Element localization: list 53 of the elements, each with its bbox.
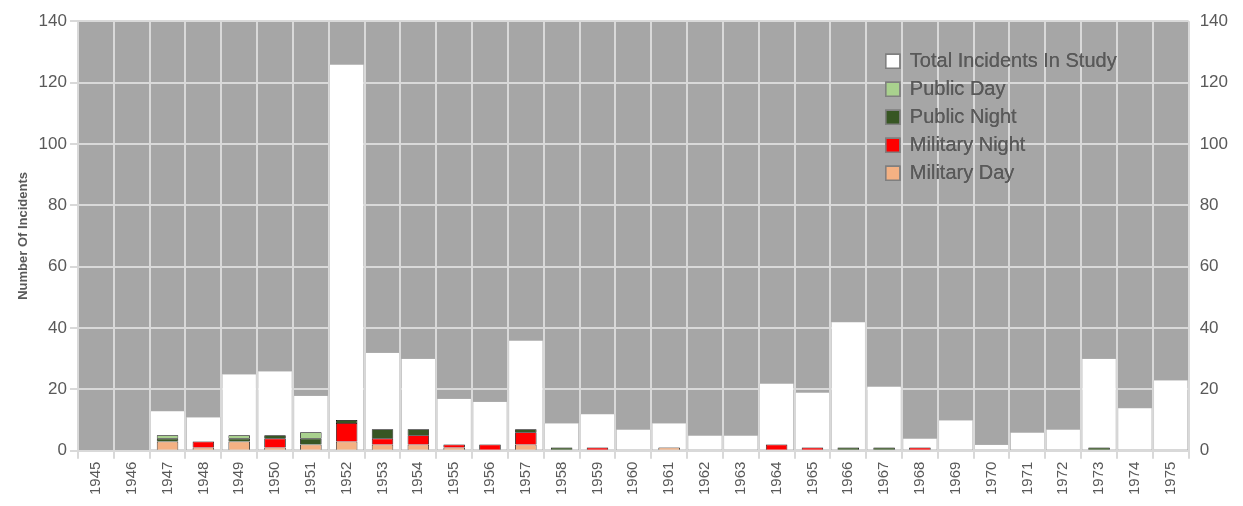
x-tick-label: 1960 — [623, 461, 641, 496]
x-tick-label: 1959 — [587, 461, 605, 496]
y-tick-label: 80 — [48, 194, 67, 214]
y2-tick-label: 40 — [1199, 317, 1219, 337]
x-tick-label: 1954 — [408, 461, 426, 496]
x-tick-label: 1974 — [1125, 461, 1143, 496]
x-tick-label: 1950 — [265, 461, 283, 496]
x-tick-label: 1966 — [838, 461, 856, 496]
x-tick-label: 1949 — [229, 461, 247, 496]
legend-label: Public Day — [909, 76, 1006, 99]
legend-label: Public Night — [909, 104, 1018, 127]
x-tick-label: 1971 — [1017, 461, 1035, 496]
legend-label: Military Day — [909, 160, 1015, 183]
y2-tick-label: 60 — [1199, 256, 1219, 276]
y2-tick-label: 100 — [1199, 133, 1229, 153]
x-tick-label: 1947 — [157, 461, 175, 496]
y2-tick-label: 120 — [1199, 72, 1229, 92]
y-tick-label: 20 — [48, 378, 67, 398]
x-tick-label: 1946 — [121, 461, 139, 496]
y2-tick-label: 140 — [1199, 10, 1229, 30]
x-tick-label: 1969 — [945, 461, 963, 496]
y2-tick-label: 80 — [1199, 194, 1219, 214]
x-tick-label: 1963 — [730, 461, 748, 496]
x-tick-label: 1952 — [336, 461, 354, 496]
x-tick-label: 1967 — [874, 461, 892, 496]
x-tick-label: 1965 — [802, 461, 820, 496]
x-tick-label: 1962 — [695, 461, 713, 496]
x-tick-label: 1948 — [193, 461, 211, 496]
x-tick-label: 1955 — [444, 461, 462, 496]
x-tick-label: 1968 — [910, 461, 928, 496]
legend-label: Total Incidents In Study — [909, 48, 1117, 71]
x-tick-label: 1964 — [766, 461, 784, 496]
y2-tick-label: 20 — [1199, 378, 1219, 398]
y-tick-label: 120 — [38, 72, 67, 92]
y-tick-label: 100 — [38, 133, 67, 153]
x-tick-label: 1951 — [300, 461, 318, 496]
y2-tick-label: 0 — [1199, 440, 1210, 460]
x-tick-label: 1970 — [981, 461, 999, 496]
x-tick-label: 1975 — [1160, 461, 1178, 496]
legend-label: Military Night — [909, 132, 1026, 155]
y-tick-label: 60 — [48, 256, 67, 276]
x-tick-label: 1956 — [480, 461, 498, 496]
y-tick-label: 0 — [57, 440, 67, 460]
x-tick-label: 1953 — [372, 461, 390, 496]
x-tick-label: 1945 — [86, 461, 104, 496]
y-tick-label: 140 — [38, 10, 67, 30]
x-tick-label: 1958 — [551, 461, 569, 496]
y-tick-label: 40 — [48, 317, 67, 337]
x-tick-label: 1961 — [659, 461, 677, 496]
x-tick-label: 1957 — [515, 461, 533, 496]
x-tick-label: 1973 — [1089, 461, 1107, 496]
x-tick-label: 1972 — [1053, 461, 1071, 496]
y-axis-title: Number Of Incidents — [15, 171, 31, 300]
